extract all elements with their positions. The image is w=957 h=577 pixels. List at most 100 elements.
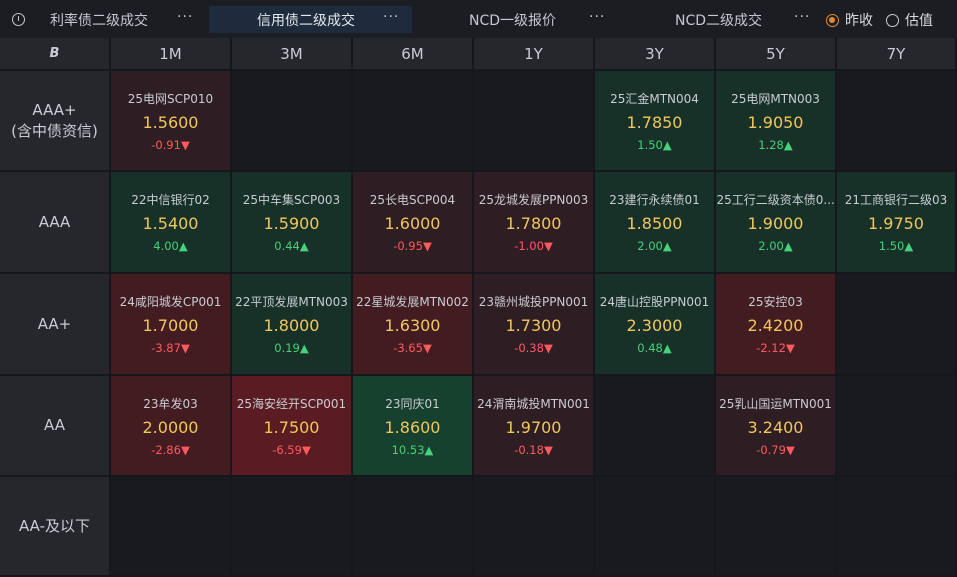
empty-cell (837, 71, 955, 170)
row-label: AAA (38, 212, 71, 231)
bond-cell[interactable]: 22星城发展MTN002 1.6300 -3.65▼ (353, 274, 472, 374)
bond-yield: 1.7300 (505, 316, 562, 335)
tab-label: 利率债二级成交 (50, 12, 148, 29)
more-icon[interactable]: ··· (589, 9, 606, 25)
bond-cell[interactable]: 25汇金MTN004 1.7850 1.50▲ (595, 71, 714, 170)
bond-change: -1.00▼ (514, 239, 553, 253)
radio-unchecked-icon[interactable] (886, 13, 899, 27)
empty-cell (837, 376, 955, 475)
bond-cell[interactable]: 25安控03 2.4200 -2.12▼ (716, 274, 835, 374)
bond-change: -0.91▼ (151, 137, 190, 152)
radio-label-prev-close: 昨收 (845, 13, 873, 29)
bond-yield: 2.4200 (747, 316, 804, 335)
tab-ncd-primary-quote[interactable]: NCD一级报价 ··· (414, 6, 619, 33)
empty-cell (474, 71, 593, 170)
row-label: AAA+ (32, 100, 77, 119)
row-header[interactable]: AA-及以下 (0, 477, 109, 575)
bond-change: -3.65▼ (393, 341, 432, 355)
row-label: AA+ (37, 314, 72, 333)
bond-cell[interactable]: 22中信银行02 1.5400 4.00▲ (111, 172, 230, 272)
bond-cell[interactable]: 24唐山控股PPN001 2.3000 0.48▲ (595, 274, 714, 374)
radio-valuation[interactable]: 估值 (886, 10, 933, 30)
bond-cell[interactable]: 25乳山国运MTN001 3.2400 -0.79▼ (716, 376, 835, 475)
bond-cell[interactable]: 24渭南城投MTN001 1.9700 -0.18▼ (474, 376, 593, 475)
more-icon[interactable]: ··· (383, 9, 400, 25)
row-header[interactable]: AA+ (0, 274, 109, 374)
column-header-1y[interactable]: 1Y (474, 38, 593, 69)
row-label: AA (44, 416, 65, 434)
bond-name: 24唐山控股PPN001 (599, 295, 710, 309)
row-header[interactable]: AA (0, 376, 109, 475)
bond-name: 25海安经开SCP001 (236, 396, 347, 411)
tab-credit-bond-trades[interactable]: 信用债二级成交 ··· (209, 6, 412, 33)
radio-label-valuation: 估值 (905, 13, 933, 29)
row-header[interactable]: AAA (0, 172, 109, 272)
bond-change: -0.95▼ (393, 239, 432, 253)
bond-yield: 1.9050 (747, 112, 804, 132)
column-header-3m[interactable]: 3M (232, 38, 351, 69)
tab-label: NCD二级成交 (675, 12, 763, 29)
column-header-3y[interactable]: 3Y (595, 38, 714, 69)
bond-cell[interactable]: 24咸阳城发CP001 1.7000 -3.87▼ (111, 274, 230, 374)
column-header-1m[interactable]: 1M (111, 38, 230, 69)
bond-cell[interactable]: 25电网MTN003 1.9050 1.28▲ (716, 71, 835, 170)
info-icon[interactable] (12, 13, 25, 26)
column-header-5y[interactable]: 5Y (716, 38, 835, 69)
bond-name: 25长电SCP004 (369, 193, 456, 207)
brand-logo-icon: B (49, 46, 60, 61)
bond-change: 1.28▲ (758, 137, 793, 152)
bond-cell[interactable]: 25中车集SCP003 1.5900 0.44▲ (232, 172, 351, 272)
bond-cell[interactable]: 23赣州城投PPN001 1.7300 -0.38▼ (474, 274, 593, 374)
row-header[interactable]: AAA+ (含中债资信) (0, 71, 109, 170)
bond-yield: 1.7500 (263, 417, 320, 437)
bond-yield: 1.5400 (142, 214, 199, 233)
bond-change: -6.59▼ (272, 442, 311, 457)
column-header-6m[interactable]: 6M (353, 38, 472, 69)
tab-rate-bond-trades[interactable]: 利率债二级成交 ··· (36, 6, 206, 33)
more-icon[interactable]: ··· (794, 9, 811, 25)
bond-yield: 1.7850 (626, 112, 683, 132)
bond-cell[interactable]: 23牟发03 2.0000 -2.86▼ (111, 376, 230, 475)
tab-bar: 利率债二级成交 ··· 信用债二级成交 ··· NCD一级报价 ··· NCD二… (0, 0, 957, 38)
column-header-7y[interactable]: 7Y (837, 38, 955, 69)
empty-cell (837, 477, 955, 575)
bond-change: 0.48▲ (637, 341, 672, 355)
bond-yield: 1.5900 (263, 214, 320, 233)
bond-change: 0.44▲ (274, 239, 309, 253)
bond-name: 25电网SCP010 (127, 91, 214, 106)
bond-yield: 1.9750 (868, 214, 924, 233)
bond-cell[interactable]: 25电网SCP010 1.5600 -0.91▼ (111, 71, 230, 170)
bond-yield: 1.8500 (626, 214, 683, 233)
bond-cell[interactable]: 21工商银行二级03 1.9750 1.50▲ (837, 172, 955, 272)
bond-name: 24咸阳城发CP001 (119, 295, 222, 309)
corner-brand: B (0, 38, 109, 69)
bond-cell[interactable]: 25工行二级资本债0... 1.9000 2.00▲ (716, 172, 835, 272)
row-label: AA-及以下 (18, 516, 91, 535)
bond-cell[interactable]: 25海安经开SCP001 1.7500 -6.59▼ (232, 376, 351, 475)
bond-cell[interactable]: 23同庆01 1.8600 10.53▲ (353, 376, 472, 475)
radio-prev-close[interactable]: 昨收 (826, 10, 873, 30)
bond-cell[interactable]: 25龙城发展PPN003 1.7800 -1.00▼ (474, 172, 593, 272)
bond-name: 22中信银行02 (131, 193, 210, 207)
bond-yield: 2.0000 (142, 417, 199, 437)
tab-ncd-secondary-trades[interactable]: NCD二级成交 ··· (621, 6, 821, 33)
bond-yield: 1.9700 (505, 417, 562, 437)
bond-name: 24渭南城投MTN001 (477, 396, 590, 411)
more-icon[interactable]: ··· (177, 9, 194, 25)
bond-cell[interactable]: 22平顶发展MTN003 1.8000 0.19▲ (232, 274, 351, 374)
bond-name: 22星城发展MTN002 (356, 295, 469, 309)
bond-name: 21工商银行二级03 (844, 193, 948, 207)
bond-cell[interactable]: 25长电SCP004 1.6000 -0.95▼ (353, 172, 472, 272)
bond-change: -0.38▼ (514, 341, 553, 355)
empty-cell (232, 71, 351, 170)
radio-checked-icon[interactable] (826, 13, 839, 27)
bond-name: 25汇金MTN004 (610, 91, 699, 106)
bond-change: 2.00▲ (637, 239, 672, 253)
bond-cell[interactable]: 23建行永续债01 1.8500 2.00▲ (595, 172, 714, 272)
bond-yield: 1.6300 (384, 316, 441, 335)
bond-name: 25龙城发展PPN003 (478, 193, 589, 207)
bond-name: 22平顶发展MTN003 (235, 295, 348, 309)
bond-change: 2.00▲ (758, 239, 793, 253)
bond-yield: 1.9000 (747, 214, 804, 233)
bond-change: 1.50▲ (878, 239, 914, 253)
